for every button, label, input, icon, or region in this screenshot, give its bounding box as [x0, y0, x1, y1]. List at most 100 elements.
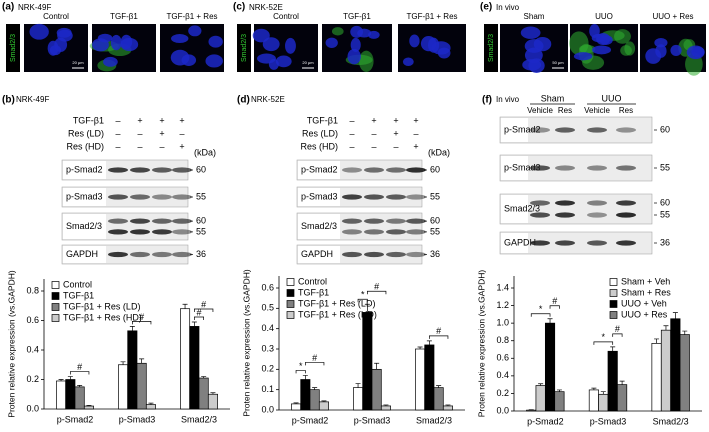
bar: [198, 377, 209, 410]
lane-label: Vehicle: [584, 106, 610, 115]
treatment-sign: –: [137, 141, 142, 151]
y-tick-label: 0.6: [261, 282, 274, 292]
blot-band: [406, 229, 426, 235]
kda-label: 36: [430, 249, 440, 259]
treatment-sign: +: [413, 141, 418, 151]
treatment-label: TGF-β1: [307, 115, 338, 125]
x-tick-label: p-Smad3: [119, 414, 156, 424]
error-bar: [600, 391, 606, 395]
bar: [189, 326, 200, 410]
bar: [207, 393, 218, 410]
significance-label: #: [139, 312, 144, 322]
error-bar: [302, 375, 308, 380]
blot-name: GAPDH: [66, 249, 98, 259]
significance-label: #: [196, 307, 201, 317]
nucleus: [670, 44, 682, 56]
nucleus: [252, 28, 270, 43]
bar: [617, 384, 628, 412]
blot-band: [152, 251, 172, 258]
error-bar: [619, 380, 625, 385]
bar: [535, 385, 546, 412]
legend-label: TGF-β1 + Res (LD): [298, 298, 375, 308]
significance-label: *: [361, 290, 365, 300]
legend-swatch: [51, 314, 60, 322]
nucleus: [29, 23, 49, 40]
error-bar: [682, 330, 688, 335]
condition-label: Control: [273, 12, 299, 21]
blot-band: [130, 251, 150, 258]
blot-label-bg: [63, 214, 106, 239]
blot-name: p-Smad2: [66, 164, 103, 174]
significance-label: #: [374, 282, 379, 292]
blot-label-bg: [501, 233, 528, 253]
treatment-sign: +: [137, 115, 142, 125]
y-tick-label: 0.6: [496, 353, 509, 363]
nucleus: [257, 53, 276, 64]
error-bar: [77, 385, 83, 387]
bar: [607, 350, 618, 412]
y-tick-label: 0.2: [261, 364, 274, 374]
bar: [65, 379, 76, 410]
bar: [380, 405, 391, 411]
blot-band: [130, 167, 150, 173]
blot-label-bg: [63, 161, 106, 179]
error-bar: [201, 376, 207, 379]
stain-strip: [484, 24, 498, 72]
blot-name: Smad2/3: [301, 221, 337, 231]
blot-name: p-Smad2: [504, 124, 541, 134]
condition-label: TGF-β1 + Res: [406, 12, 457, 21]
legend-label: TGF-β1 + Res (HD): [298, 309, 377, 319]
error-bar: [120, 361, 126, 365]
legend-swatch: [286, 278, 295, 286]
y-axis-label: Proten relative expression (vs.GAPDH): [6, 270, 16, 418]
significance-label: *: [299, 361, 303, 371]
blot-band: [616, 212, 636, 218]
bar: [362, 312, 373, 411]
bar: [598, 393, 609, 412]
blot-band: [555, 165, 575, 171]
bar: [83, 405, 94, 410]
error-bar: [445, 404, 451, 406]
lane-label: Res: [558, 106, 572, 115]
blot-band: [587, 240, 607, 246]
blot-band: [152, 218, 172, 224]
blot-band: [172, 218, 192, 224]
unit-label: (kDa): [428, 147, 450, 157]
kda-label: 36: [196, 249, 206, 259]
blot-band: [342, 167, 362, 173]
panel-letter: (d): [237, 95, 250, 106]
blot-band: [616, 240, 636, 246]
bar: [74, 386, 85, 410]
blot-band: [530, 127, 550, 133]
error-bar: [426, 340, 432, 345]
bar: [300, 379, 311, 411]
error-bar: [610, 346, 616, 352]
legend-label: TGF-β1: [298, 287, 329, 297]
y-tick-label: 0.3: [261, 343, 274, 353]
x-tick-label: Smad2/3: [653, 416, 689, 426]
y-tick-label: 0.0: [496, 405, 509, 415]
blot-band: [172, 194, 192, 200]
kda-label: 55: [660, 209, 670, 219]
blot-band: [587, 165, 607, 171]
blot-label-bg: [298, 246, 340, 263]
blot-band: [587, 127, 607, 133]
legend-label: TGF-β1 + Res (LD): [63, 301, 140, 311]
blot-band: [364, 218, 384, 224]
significance-bracket: [549, 305, 560, 309]
panel-letter: (a): [2, 2, 14, 13]
blot-name: p-Smad3: [504, 162, 541, 172]
treatment-label: Res (LD): [302, 128, 338, 138]
nucleus: [275, 55, 292, 68]
panel-title: NRK-49F: [18, 3, 51, 12]
y-tick-label: 1.4: [496, 282, 509, 292]
stain-label: Smad2/3: [241, 34, 248, 62]
kda-label: 60: [430, 215, 440, 225]
nucleus: [208, 35, 223, 48]
blot-box: [499, 231, 653, 255]
y-tick-label: 0.5: [261, 303, 274, 313]
legend-swatch: [609, 278, 618, 286]
significance-bracket: [194, 316, 204, 320]
legend-swatch: [609, 311, 618, 319]
unit-label: (kDa): [194, 147, 216, 157]
